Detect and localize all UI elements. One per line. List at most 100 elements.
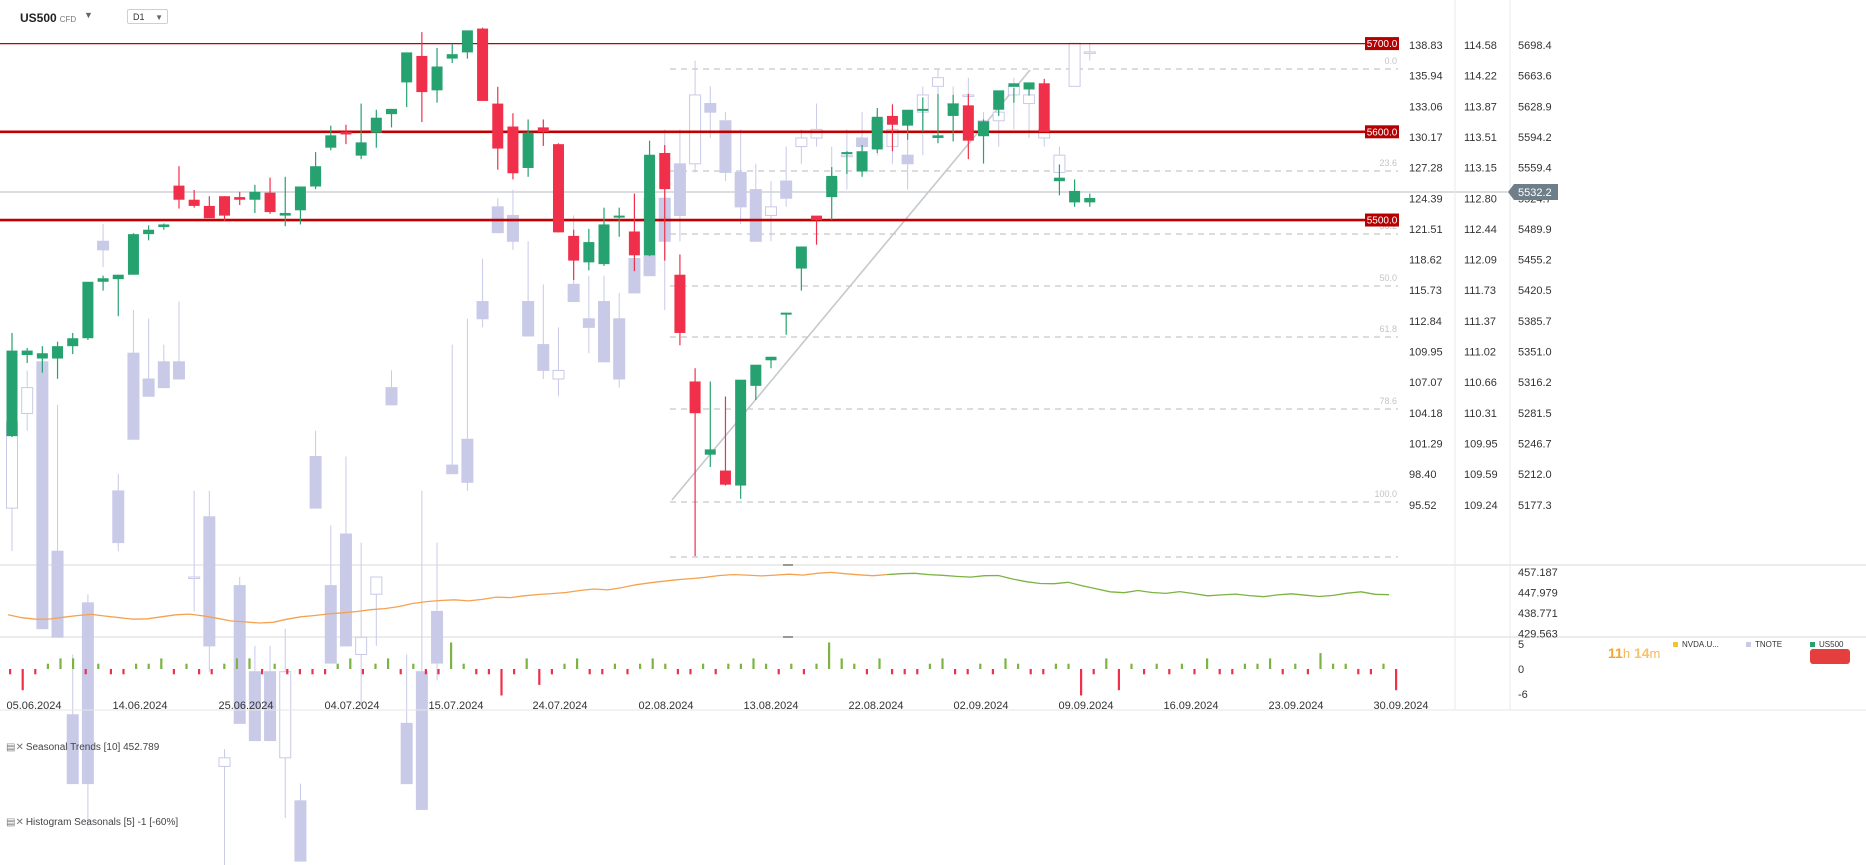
histogram-bar bbox=[462, 663, 465, 669]
tnote-candle-body bbox=[689, 94, 702, 165]
us500-candle-body bbox=[249, 191, 261, 200]
us500-candle-body bbox=[644, 154, 656, 256]
nvda-axis-tick: 112.44 bbox=[1464, 224, 1497, 236]
tnote-candle-body bbox=[36, 361, 49, 630]
us500-candle-body bbox=[219, 196, 231, 216]
x-axis-tick: 22.08.2024 bbox=[848, 700, 903, 712]
price-level-tag bbox=[1365, 125, 1399, 139]
histogram-bar bbox=[676, 669, 679, 675]
histogram-bar bbox=[1281, 669, 1284, 675]
trend-line bbox=[671, 69, 1031, 501]
us500-candle-body bbox=[21, 350, 33, 355]
x-axis-tick: 15.07.2024 bbox=[428, 700, 483, 712]
us500-candle-body bbox=[628, 231, 640, 256]
histogram-bar bbox=[1369, 669, 1372, 675]
histogram-bar bbox=[1130, 663, 1133, 669]
histogram-axis-tick: 5 bbox=[1518, 639, 1524, 651]
histogram-bar bbox=[1231, 669, 1234, 675]
tnote-axis-tick: 112.84 bbox=[1409, 316, 1442, 328]
histogram-bar bbox=[1168, 669, 1171, 675]
us500-candle-body bbox=[67, 338, 79, 347]
price-level-tag-label: 5700.0 bbox=[1367, 39, 1398, 50]
tnote-candle-body bbox=[81, 602, 94, 785]
us500-candle-body bbox=[568, 235, 580, 261]
us500-candle-body bbox=[613, 215, 625, 218]
us500-candle-body bbox=[279, 212, 291, 216]
tnote-candle-body bbox=[142, 378, 155, 397]
us500-candle-body bbox=[340, 131, 352, 135]
tnote-candle-body bbox=[1023, 94, 1036, 105]
histogram-bar bbox=[424, 669, 427, 675]
tnote-candle-body bbox=[218, 757, 231, 767]
symbol-label[interactable]: US500 CFD bbox=[20, 11, 77, 25]
us500-candle-body bbox=[841, 152, 853, 155]
nvda-axis-tick: 112.80 bbox=[1464, 193, 1497, 205]
nvda-axis-tick: 109.59 bbox=[1464, 469, 1498, 481]
legend-us500[interactable]: US500 bbox=[1810, 640, 1843, 649]
us500-candle-body bbox=[659, 152, 671, 190]
seasonal-axis-tick: 438.771 bbox=[1518, 608, 1558, 620]
us500-axis-tick: 5663.6 bbox=[1518, 71, 1552, 83]
histogram-bar bbox=[1218, 669, 1221, 675]
tnote-candle-body bbox=[248, 671, 261, 742]
us500-candle-body bbox=[735, 379, 747, 486]
us500-candle-body bbox=[310, 166, 322, 187]
histogram-bar bbox=[626, 669, 629, 675]
tnote-candle-body bbox=[172, 361, 185, 380]
us500-axis-tick: 5385.7 bbox=[1518, 316, 1552, 328]
legend-swatch bbox=[1810, 642, 1815, 648]
legend-tnote[interactable]: TNOTE bbox=[1746, 640, 1782, 649]
tnote-candle-body bbox=[613, 318, 626, 380]
histogram-bar bbox=[160, 658, 163, 669]
tnote-axis-tick: 138.83 bbox=[1409, 40, 1443, 52]
seasonal-pane-label: ▤✕ Seasonal Trends [10] 452.789 bbox=[6, 742, 160, 753]
us500-axis-tick: 5594.2 bbox=[1518, 132, 1552, 144]
legend-swatch bbox=[1746, 642, 1751, 648]
histogram-bar bbox=[954, 669, 957, 675]
histogram-bar bbox=[59, 658, 62, 669]
price-level-tag bbox=[1365, 213, 1399, 227]
tnote-candle-body bbox=[780, 180, 793, 199]
histogram-bar bbox=[1054, 663, 1057, 669]
tnote-candle-body bbox=[1068, 42, 1081, 87]
fib-level-label: 23.6 bbox=[1379, 158, 1397, 168]
histogram-bar bbox=[298, 669, 301, 675]
x-axis-tick: 23.09.2024 bbox=[1268, 700, 1323, 712]
histogram-bar bbox=[1357, 669, 1360, 675]
histogram-bar bbox=[802, 669, 805, 675]
tnote-candle-body bbox=[506, 214, 519, 242]
legend-nvda[interactable]: NVDA.U... bbox=[1673, 640, 1719, 649]
histogram-bar bbox=[122, 669, 125, 675]
us500-candle-body bbox=[173, 185, 185, 200]
nvda-axis-tick: 114.22 bbox=[1464, 71, 1497, 83]
tnote-axis-tick: 133.06 bbox=[1409, 101, 1443, 113]
histogram-bar bbox=[34, 669, 37, 675]
us500-candle-body bbox=[719, 470, 731, 485]
tnote-axis-tick: 95.52 bbox=[1409, 500, 1437, 512]
tnote-candle-body bbox=[127, 352, 140, 440]
chevron-down-icon: ▼ bbox=[155, 13, 163, 22]
symbol-dropdown-icon[interactable]: ▼ bbox=[84, 10, 93, 20]
tnote-candle-body bbox=[112, 490, 125, 544]
tnote-candle-body bbox=[582, 318, 595, 328]
tnote-candle-body bbox=[552, 369, 565, 380]
tnote-candle-body bbox=[795, 137, 808, 148]
histogram-bar bbox=[891, 669, 894, 675]
histogram-bar bbox=[324, 669, 327, 675]
pane-settings-icon[interactable]: ▤✕ bbox=[6, 742, 24, 753]
us500-axis-tick: 5559.4 bbox=[1518, 163, 1552, 175]
tnote-candle-body bbox=[51, 550, 64, 638]
tnote-candle-body bbox=[810, 128, 823, 139]
us500-axis-tick: 5177.3 bbox=[1518, 500, 1552, 512]
histogram-bar bbox=[235, 658, 238, 669]
pane-settings-icon[interactable]: ▤✕ bbox=[6, 817, 24, 828]
tnote-axis-tick: 124.39 bbox=[1409, 193, 1443, 205]
timeframe-select[interactable]: D1 ▼ bbox=[127, 9, 168, 24]
alert-button[interactable] bbox=[1810, 649, 1850, 664]
fib-level-label: 100.0 bbox=[1374, 489, 1397, 499]
histogram-bar bbox=[1042, 669, 1045, 675]
histogram-bar bbox=[828, 642, 831, 669]
us500-candle-body bbox=[1069, 190, 1081, 203]
histogram-bar bbox=[588, 669, 591, 675]
